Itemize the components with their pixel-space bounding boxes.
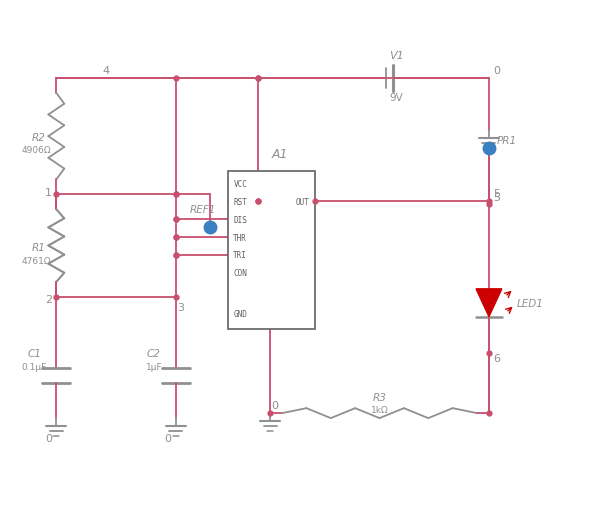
Text: 1: 1 [45, 188, 52, 198]
Text: A1: A1 [271, 148, 288, 161]
Bar [228, 172, 315, 329]
Text: R1: R1 [31, 243, 45, 252]
Text: 5: 5 [493, 189, 500, 199]
Text: 2: 2 [45, 294, 52, 304]
Text: 0: 0 [45, 433, 52, 443]
Polygon shape [476, 289, 502, 317]
Text: RST: RST [233, 197, 247, 206]
Text: 0.1μF: 0.1μF [22, 362, 47, 371]
Text: LED1: LED1 [517, 298, 543, 308]
Text: 5: 5 [493, 193, 500, 203]
Text: 6: 6 [493, 354, 500, 364]
Text: R2: R2 [31, 132, 45, 143]
Text: PR1: PR1 [497, 135, 517, 146]
Text: TRI: TRI [233, 251, 247, 260]
Text: v: v [208, 223, 213, 232]
Text: DIS: DIS [233, 215, 247, 224]
Text: V1: V1 [389, 51, 404, 61]
Text: 0: 0 [164, 433, 171, 443]
Text: REF1: REF1 [189, 205, 216, 215]
Text: 1kΩ: 1kΩ [371, 405, 388, 414]
Text: R3: R3 [373, 392, 386, 403]
Text: VCC: VCC [233, 180, 247, 188]
Text: 9V: 9V [389, 93, 404, 103]
Text: v: v [487, 144, 491, 153]
Text: 4906Ω: 4906Ω [22, 146, 51, 155]
Text: 4: 4 [103, 66, 110, 76]
Text: 0: 0 [493, 66, 500, 76]
Text: 0: 0 [271, 401, 278, 410]
Text: 4761Ω: 4761Ω [22, 257, 51, 266]
Text: C1: C1 [28, 349, 41, 359]
Text: CON: CON [233, 269, 247, 278]
Text: 3: 3 [177, 302, 184, 312]
Text: GND: GND [233, 309, 247, 319]
Text: C2: C2 [147, 349, 160, 359]
Text: THR: THR [233, 233, 247, 242]
Text: 1μF: 1μF [146, 362, 162, 371]
Text: OUT: OUT [296, 197, 310, 206]
